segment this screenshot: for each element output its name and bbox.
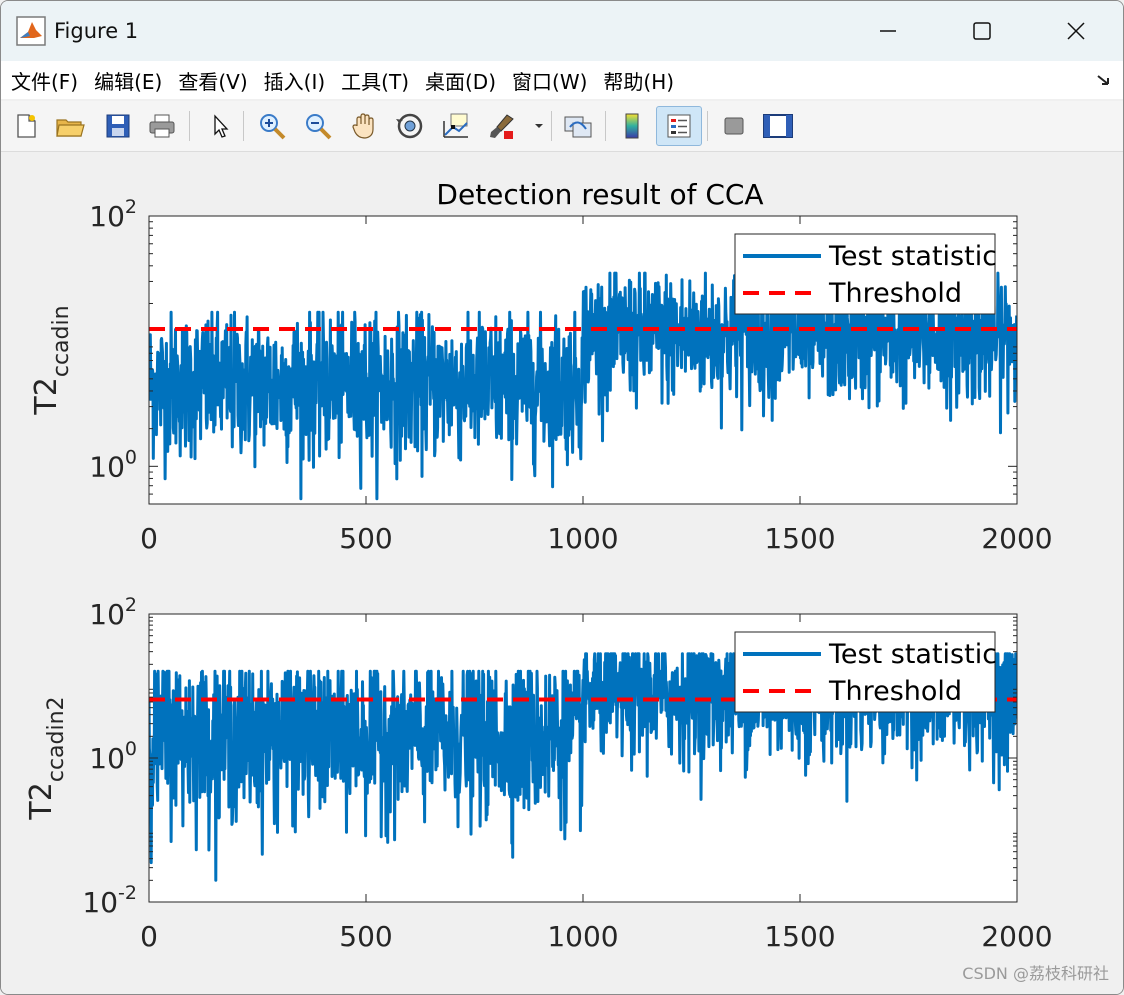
maximize-button[interactable]	[935, 1, 1029, 61]
chart-2: 0 500 1000 1500 2000 10-2 100 102 T2ccadin2 Test …	[24, 594, 1053, 953]
hide-plot-tools-icon	[724, 117, 744, 135]
open-button[interactable]	[53, 109, 87, 143]
zoom-in-button[interactable]	[255, 109, 289, 143]
x-tick-label: 1500	[764, 920, 835, 953]
window-controls	[841, 1, 1123, 61]
legend-label-test-statistic: Test statistic	[828, 639, 997, 670]
x-tick-label: 0	[140, 522, 158, 555]
y-axis-label: T2ccadin2	[24, 696, 69, 820]
legend-label-test-statistic: Test statistic	[828, 241, 997, 272]
x-tick-label: 500	[339, 920, 392, 953]
menu-file[interactable]: 文件(F)	[11, 69, 79, 94]
zoom-in-icon	[260, 114, 286, 140]
maximize-icon	[973, 22, 991, 40]
legend-button[interactable]	[656, 106, 702, 146]
new-figure-button[interactable]	[9, 109, 43, 143]
toolbar-separator	[243, 111, 244, 141]
minimize-icon	[880, 30, 896, 32]
rotate-3d-icon	[396, 113, 423, 139]
print-icon	[149, 114, 175, 138]
x-tick-label: 2000	[981, 522, 1052, 555]
y-tick-label: 10-2	[82, 882, 137, 919]
legend-box	[734, 631, 996, 713]
y-tick-label: 102	[89, 196, 137, 233]
x-tick-label: 500	[339, 522, 392, 555]
series-line-test-statistic	[149, 271, 1017, 501]
brush-button[interactable]	[485, 109, 519, 143]
window-title: Figure 1	[54, 19, 139, 43]
zoom-out-button[interactable]	[301, 109, 335, 143]
legend: Test statistic Threshold	[734, 631, 997, 713]
x-tick-label: 1500	[764, 522, 835, 555]
matlab-logo-icon	[16, 16, 46, 46]
x-tick-label: 0	[140, 920, 158, 953]
menu-window[interactable]: 窗口(W)	[512, 69, 588, 94]
minimize-button[interactable]	[841, 1, 935, 61]
menu-desktop[interactable]: 桌面(D)	[425, 69, 497, 94]
x-tick-label: 1000	[547, 920, 618, 953]
pan-button[interactable]	[347, 109, 381, 143]
watermark: CSDN @荔枝科研社	[962, 964, 1109, 983]
toolbar-separator	[551, 111, 552, 141]
colorbar-button[interactable]	[615, 109, 649, 143]
y-tick-label: 102	[89, 594, 137, 631]
edit-plot-button[interactable]	[203, 109, 237, 143]
zoom-out-icon	[306, 114, 332, 140]
pan-hand-icon	[352, 113, 374, 139]
toolbar-separator	[707, 111, 708, 141]
save-icon	[106, 114, 130, 138]
pointer-icon	[214, 114, 229, 138]
menu-insert[interactable]: 插入(I)	[263, 69, 326, 94]
new-file-icon	[17, 114, 36, 138]
close-button[interactable]	[1029, 1, 1123, 61]
figure-canvas: 0 500 1000 1500 2000 100 102 Detection result o…	[1, 152, 1123, 994]
save-button[interactable]	[101, 109, 135, 143]
close-icon	[1067, 22, 1085, 40]
colorbar-icon	[625, 113, 639, 139]
toolbar-separator	[189, 111, 190, 141]
hide-plot-tools-button[interactable]	[717, 109, 751, 143]
data-cursor-icon	[443, 113, 468, 138]
link-plot-icon	[564, 116, 592, 138]
legend-label-threshold: Threshold	[828, 278, 962, 309]
show-plot-tools-icon	[763, 114, 793, 138]
menu-edit[interactable]: 编辑(E)	[94, 69, 163, 94]
brush-icon	[490, 114, 514, 139]
x-tick-label: 2000	[981, 920, 1052, 953]
data-cursor-button[interactable]	[439, 109, 473, 143]
menu-bar: 文件(F) 编辑(E) 查看(V) 插入(I) 工具(T) 桌面(D) 窗口(W…	[1, 61, 1123, 99]
legend-box	[734, 233, 996, 315]
title-bar: Figure 1	[1, 1, 1123, 61]
chevron-down-icon[interactable]	[533, 121, 545, 131]
y-tick-label: 100	[89, 446, 137, 483]
y-tick-label: 100	[89, 738, 137, 775]
legend-label-threshold: Threshold	[828, 676, 962, 707]
figure-toolbar	[1, 101, 1123, 152]
legend: Test statistic Threshold	[734, 233, 997, 315]
dock-arrow-icon[interactable]	[1095, 71, 1113, 89]
y-axis-label: T2ccadin	[29, 305, 74, 415]
link-plot-button[interactable]	[561, 109, 595, 143]
x-tick-label: 1000	[547, 522, 618, 555]
rotate-button[interactable]	[393, 109, 427, 143]
open-folder-icon	[56, 119, 85, 137]
menu-view[interactable]: 查看(V)	[178, 69, 248, 94]
chart-1: 0 500 1000 1500 2000 100 102 Detection result o…	[29, 178, 1053, 555]
menu-help[interactable]: 帮助(H)	[603, 69, 675, 94]
print-button[interactable]	[145, 109, 179, 143]
show-plot-tools-button[interactable]	[761, 109, 795, 143]
toolbar-separator	[605, 111, 606, 141]
legend-icon	[667, 114, 691, 138]
chart-title: Detection result of CCA	[436, 178, 763, 211]
menu-tools[interactable]: 工具(T)	[341, 69, 409, 94]
